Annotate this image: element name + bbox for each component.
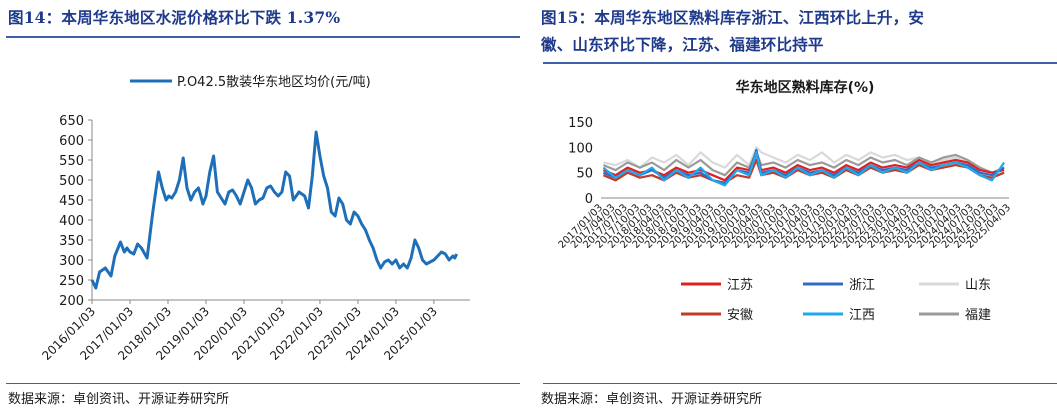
legend-label-浙江: 浙江 (849, 278, 875, 293)
right-title-rule (543, 62, 1057, 64)
left-price-chart: P.O42.5散装华东地区均价(元/吨) 200 250 300 350 400 450 50… (39, 75, 470, 363)
y-tick-label-550: 550 (59, 154, 84, 169)
left-figure-panel: 图14：本周华东地区水泥价格环比下跌 1.37% P.O42.5散装华东地区均价… (0, 0, 520, 414)
legend-label-安徽: 安徽 (727, 308, 753, 323)
series-line-江苏 (602, 153, 1005, 182)
legend-label-江西: 江西 (849, 308, 875, 323)
y-tick-label-600: 600 (59, 134, 84, 149)
series-line-price (90, 130, 459, 290)
y-tick-label-right-0: 0 (585, 192, 593, 207)
y-tick-label-450: 450 (59, 194, 84, 209)
left-source-rule (6, 383, 520, 384)
left-source-note: 数据来源：卓创资讯、开源证券研究所 (8, 392, 230, 407)
series-line-福建 (602, 151, 1005, 177)
y-tick-label-350: 350 (59, 234, 84, 249)
series-line-浙江 (602, 148, 1005, 184)
y-tick-label-right-150: 150 (568, 116, 593, 131)
left-figure-title: 图14：本周华东地区水泥价格环比下跌 1.37% (8, 8, 341, 27)
legend-label-山东: 山东 (965, 278, 991, 293)
legend-label-price: P.O42.5散装华东地区均价(元/吨) (177, 75, 371, 90)
y-tick-label-200: 200 (59, 294, 84, 309)
y-tick-label-right-100: 100 (568, 141, 593, 156)
legend-label-福建: 福建 (965, 308, 991, 323)
right-source-rule (543, 383, 1057, 384)
right-source-note: 数据来源：卓创资讯、开源证券研究所 (541, 392, 763, 407)
right-figure-panel: 图15：本周华东地区熟料库存浙江、江西环比上升，安 徽、山东环比下降，江苏、福建… (537, 0, 1057, 414)
y-tick-label-400: 400 (59, 214, 84, 229)
left-title-rule (6, 36, 520, 38)
y-tick-label-right-50: 50 (576, 167, 593, 182)
right-figure-title-line1: 图15：本周华东地区熟料库存浙江、江西环比上升，安 (541, 8, 925, 27)
right-inventory-chart: 华东地区熟料库存(%)0501001502017/01/032017/04/03… (557, 79, 1014, 323)
legend-label-江苏: 江苏 (727, 277, 753, 293)
series-line-江西 (602, 151, 1006, 187)
y-tick-label-250: 250 (59, 274, 84, 289)
y-tick-label-650: 650 (59, 114, 84, 129)
right-chart-title: 华东地区熟料库存(%) (736, 79, 875, 96)
right-figure-title: 图15：本周华东地区熟料库存浙江、江西环比上升，安 徽、山东环比下降，江苏、福建… (541, 4, 1051, 58)
right-figure-title-line2: 徽、山东环比下降，江苏、福建环比持平 (541, 35, 824, 54)
y-tick-label-500: 500 (59, 174, 84, 189)
y-tick-label-300: 300 (59, 254, 84, 269)
